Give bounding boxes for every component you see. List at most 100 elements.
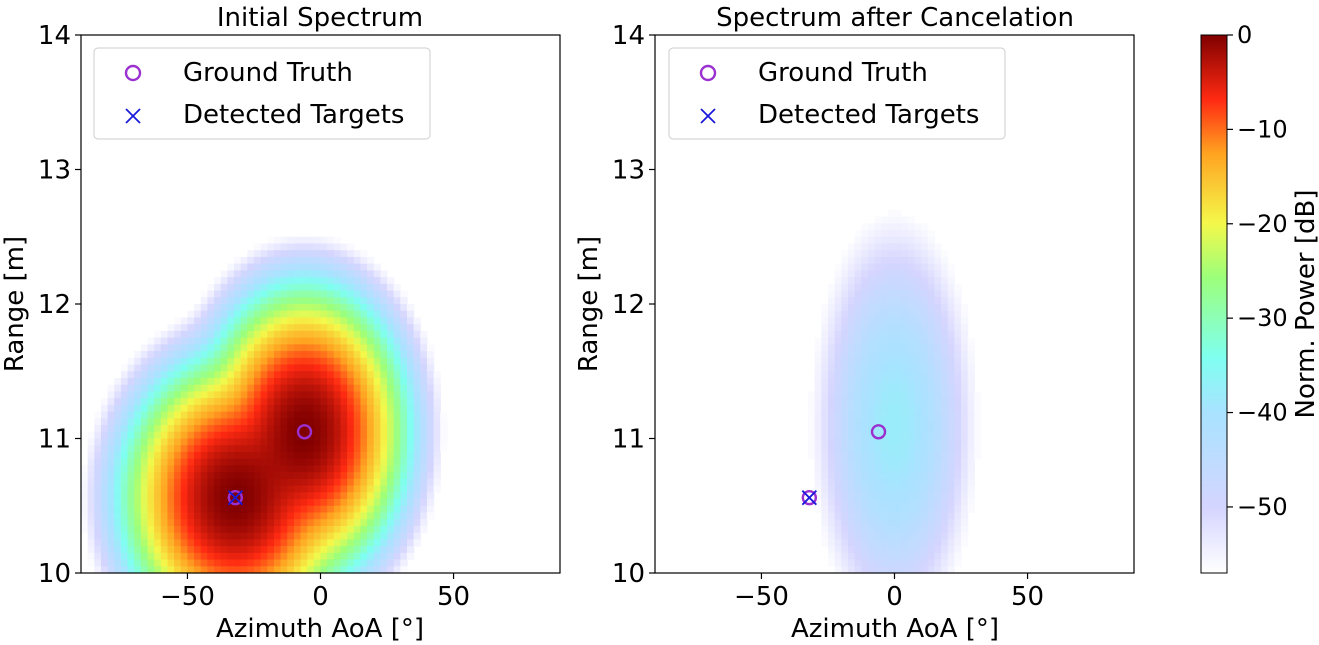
heatmap-cell — [861, 357, 869, 366]
heatmap-cell — [253, 519, 262, 527]
heatmap-cell — [934, 364, 942, 372]
heatmap-cell — [367, 539, 375, 547]
heatmap-cell — [260, 505, 268, 514]
heatmap-cell — [426, 411, 435, 419]
heatmap-cell — [214, 398, 222, 406]
heatmap-cell — [267, 559, 275, 567]
heatmap-cell — [207, 297, 215, 305]
heatmap-cell — [874, 216, 882, 224]
heatmap-cell — [340, 337, 348, 345]
heatmap-cell — [367, 304, 375, 312]
heatmap-cell — [100, 398, 109, 406]
heatmap-cell — [954, 283, 962, 292]
heatmap-cell — [347, 304, 355, 312]
heatmap-cell — [214, 310, 222, 319]
heatmap-cell — [947, 546, 955, 554]
heatmap-cell — [921, 230, 929, 238]
heatmap-cell — [273, 384, 282, 393]
heatmap-cell — [867, 283, 876, 292]
heatmap-cell — [353, 458, 362, 466]
heatmap-cell — [340, 451, 348, 460]
heatmap-cell — [247, 451, 255, 460]
heatmap-cell — [127, 431, 135, 440]
heatmap-cell — [847, 277, 856, 285]
heatmap-cell — [393, 357, 401, 366]
heatmap-cell — [307, 512, 315, 520]
heatmap-cell — [160, 411, 169, 419]
heatmap-cell — [180, 445, 189, 453]
heatmap-cell — [914, 505, 922, 514]
heatmap-cell — [834, 418, 842, 426]
heatmap-cell — [300, 263, 308, 271]
heatmap-cell — [907, 505, 916, 514]
heatmap-cell — [120, 458, 129, 466]
heatmap-cell — [821, 431, 829, 440]
detected-target-marker — [227, 490, 243, 506]
heatmap-cell — [347, 351, 355, 359]
heatmap-cell — [227, 398, 235, 406]
heatmap-cell — [347, 552, 355, 561]
heatmap-cell — [874, 398, 882, 406]
heatmap-cell — [287, 546, 295, 554]
chart-title: Spectrum after Cancelation — [716, 3, 1074, 33]
heatmap-cell — [320, 566, 328, 574]
heatmap-cell — [187, 371, 195, 379]
heatmap-cell — [140, 552, 149, 561]
heatmap-cell — [187, 391, 195, 399]
heatmap-cell — [234, 351, 242, 359]
heatmap-cell — [861, 478, 869, 487]
heatmap-cell — [927, 364, 936, 372]
heatmap-cell — [413, 391, 421, 399]
heatmap-cell — [387, 317, 395, 325]
heatmap-cell — [907, 519, 916, 527]
heatmap-cell — [400, 505, 408, 514]
heatmap-cell — [907, 297, 916, 305]
heatmap-cell — [907, 230, 916, 238]
heatmap-cell — [927, 250, 936, 258]
heatmap-cell — [961, 465, 969, 473]
heatmap-cell — [220, 398, 228, 406]
heatmap-cell — [887, 250, 896, 258]
heatmap-cell — [921, 263, 929, 271]
heatmap-cell — [426, 357, 435, 366]
heatmap-cell — [954, 324, 962, 332]
heatmap-cell — [947, 357, 955, 366]
heatmap-cell — [140, 438, 149, 446]
heatmap-cell — [187, 458, 195, 466]
heatmap-cell — [380, 398, 388, 406]
heatmap-cell — [827, 532, 836, 540]
heatmap-cell — [373, 324, 381, 332]
heatmap-cell — [841, 525, 849, 534]
heatmap-cell — [114, 499, 122, 507]
heatmap-cell — [273, 559, 282, 567]
heatmap-cell — [914, 458, 922, 466]
heatmap-cell — [200, 310, 208, 319]
heatmap-cell — [934, 371, 942, 379]
heatmap-cell — [360, 297, 368, 305]
heatmap-cell — [273, 317, 282, 325]
heatmap-cell — [300, 371, 308, 379]
heatmap-cell — [260, 425, 268, 433]
heatmap-cell — [320, 499, 328, 507]
heatmap-cell — [874, 451, 882, 460]
heatmap-cell — [393, 525, 401, 534]
heatmap-cell — [320, 472, 328, 480]
heatmap-cell — [293, 438, 302, 446]
heatmap-cell — [941, 418, 949, 426]
heatmap-cell — [260, 351, 268, 359]
heatmap-cell — [260, 304, 268, 312]
heatmap-cell — [300, 404, 308, 413]
heatmap-cell — [140, 566, 149, 574]
heatmap-cell — [267, 566, 275, 574]
heatmap-cell — [120, 478, 129, 487]
heatmap-cell — [834, 310, 842, 319]
heatmap-cell — [887, 351, 896, 359]
heatmap-cell — [253, 478, 262, 487]
heatmap-cell — [107, 559, 115, 567]
heatmap-cell — [147, 505, 155, 514]
heatmap-cell — [81, 492, 89, 500]
heatmap-cell — [253, 431, 262, 440]
heatmap-cell — [327, 263, 335, 271]
heatmap-cell — [160, 377, 169, 386]
heatmap-cell — [834, 465, 842, 473]
